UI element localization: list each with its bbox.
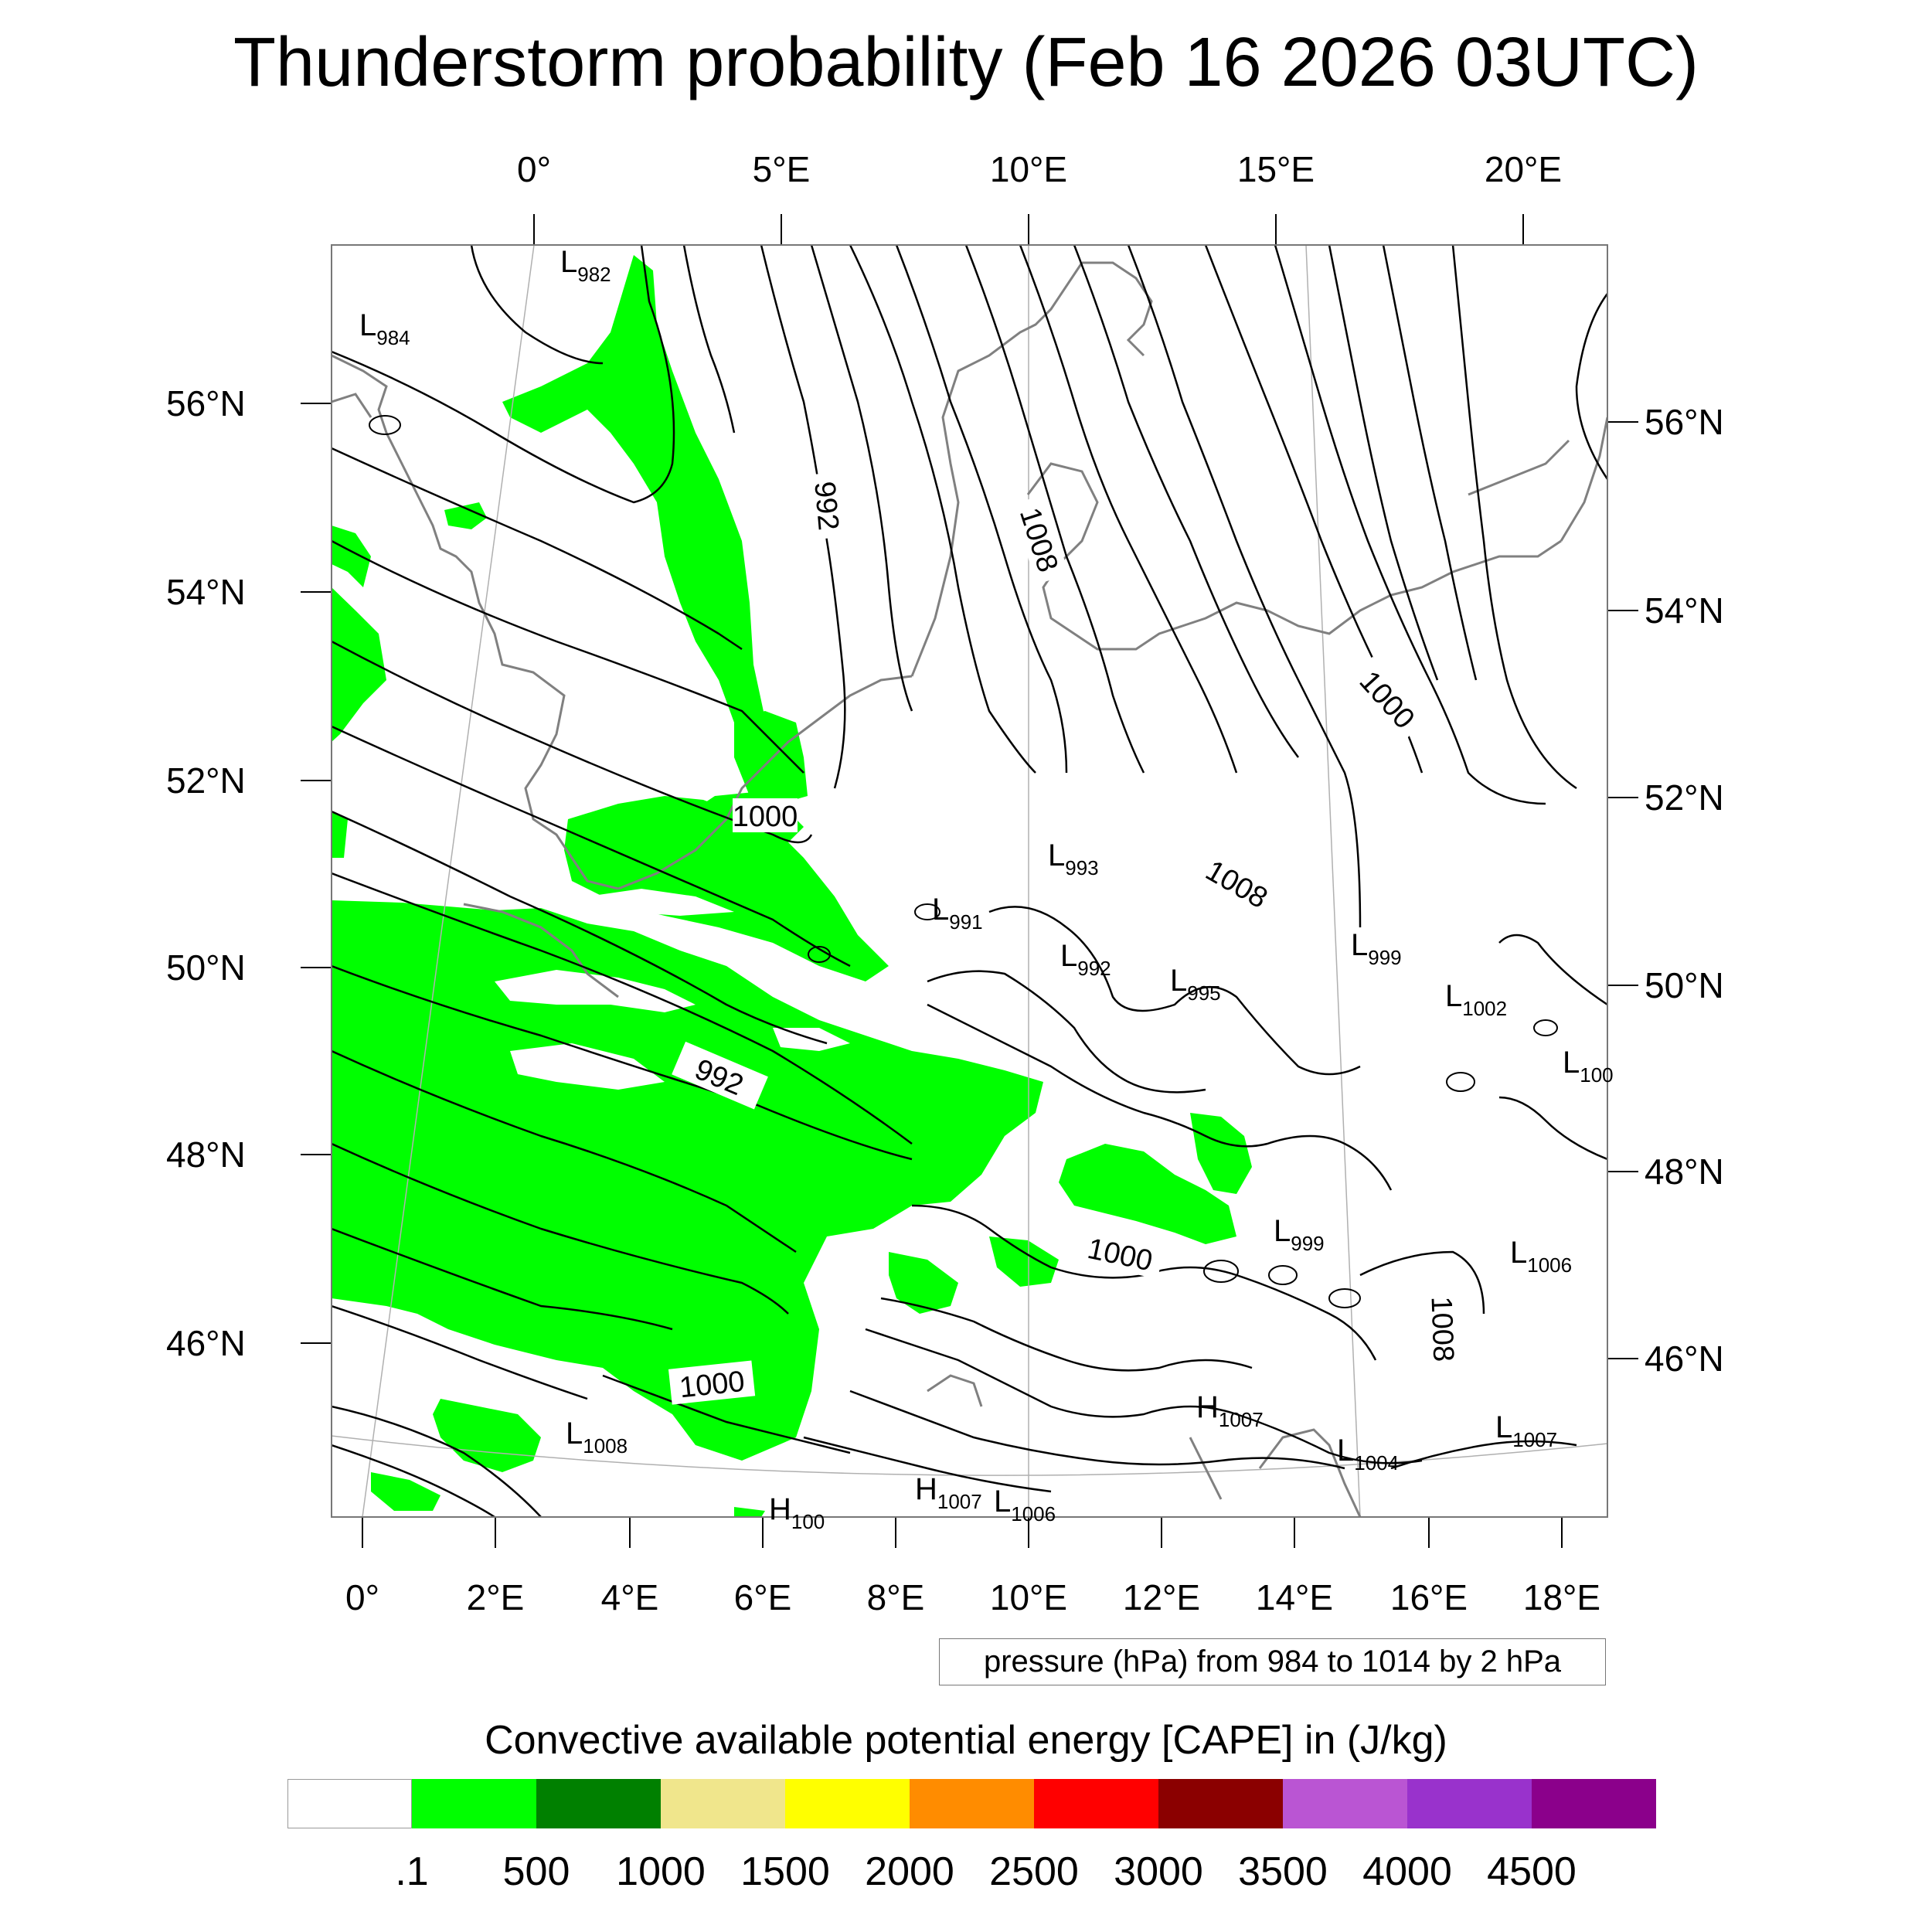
top-lon-tick: 0° bbox=[517, 149, 551, 189]
contour-info-box: pressure (hPa) from 984 to 1014 by 2 hPa bbox=[939, 1638, 1606, 1685]
left-lat-tick: 50°N bbox=[166, 947, 246, 988]
right-lat-tick: 50°N bbox=[1645, 965, 1724, 1005]
colorbar-label: 500 bbox=[502, 1849, 570, 1894]
colorbar-label: 4500 bbox=[1487, 1849, 1577, 1894]
bottom-lon-tick: 0° bbox=[345, 1577, 379, 1617]
colorbar-label: 1500 bbox=[740, 1849, 830, 1894]
colorbar-swatch bbox=[1158, 1779, 1283, 1828]
top-lon-tick: 15°E bbox=[1236, 149, 1315, 189]
pressure-center-label: L993 bbox=[1048, 838, 1099, 879]
right-lat-tick: 56°N bbox=[1645, 402, 1724, 442]
bottom-lon-tick: 12°E bbox=[1122, 1577, 1201, 1617]
colorbar-swatch bbox=[1283, 1779, 1407, 1828]
left-lat-tick: 52°N bbox=[166, 760, 246, 801]
colorbar-swatch bbox=[661, 1779, 785, 1828]
cape-gaps bbox=[495, 889, 850, 1090]
isobars bbox=[332, 245, 1607, 1517]
bottom-lon-tick: 2°E bbox=[466, 1577, 525, 1617]
isobar-label: 1000 bbox=[733, 801, 798, 833]
right-lat-tick: 46°N bbox=[1645, 1338, 1724, 1379]
plot-frame bbox=[331, 244, 1608, 1518]
pressure-center-label: L1002 bbox=[1445, 979, 1507, 1020]
right-lat-tick: 54°N bbox=[1645, 590, 1724, 631]
colorbar-label: 2500 bbox=[989, 1849, 1079, 1894]
bottom-lon-tick: 6°E bbox=[733, 1577, 792, 1617]
top-lon-tick: 10°E bbox=[989, 149, 1068, 189]
bottom-lon-tick: 10°E bbox=[989, 1577, 1068, 1617]
pressure-center-label: L1004 bbox=[1337, 1434, 1399, 1475]
pressure-center-label: L1006 bbox=[994, 1485, 1056, 1526]
pressure-center-label: H100 bbox=[769, 1492, 825, 1533]
colorbar-swatch bbox=[287, 1779, 412, 1828]
bottom-lon-tick: 18°E bbox=[1522, 1577, 1601, 1617]
pressure-center-label: L999 bbox=[1351, 928, 1402, 969]
pressure-center-label: L999 bbox=[1274, 1214, 1325, 1255]
pressure-center-label: L1006 bbox=[1510, 1236, 1572, 1277]
pressure-center-label: L100 bbox=[1563, 1046, 1614, 1087]
left-lat-tick: 48°N bbox=[166, 1134, 246, 1175]
pressure-center-label: L1008 bbox=[566, 1417, 628, 1458]
pressure-center-label: L1007 bbox=[1495, 1410, 1557, 1451]
colorbar-label: 2000 bbox=[865, 1849, 954, 1894]
colorbar-swatch bbox=[910, 1779, 1034, 1828]
bottom-lon-tick: 16°E bbox=[1389, 1577, 1468, 1617]
colorbar-swatch bbox=[536, 1779, 661, 1828]
colorbar-swatch bbox=[1532, 1779, 1656, 1828]
pressure-center-label: L991 bbox=[932, 893, 983, 934]
pressure-center-label: L995 bbox=[1170, 964, 1221, 1005]
pressure-center-label: H1007 bbox=[915, 1472, 982, 1513]
axis-tick-marks bbox=[301, 214, 1638, 1548]
colorbar-swatch bbox=[412, 1779, 536, 1828]
colorbar-label: 3000 bbox=[1114, 1849, 1203, 1894]
right-lat-tick: 48°N bbox=[1645, 1151, 1724, 1192]
pressure-center-label: L984 bbox=[359, 308, 410, 349]
bottom-lon-tick: 4°E bbox=[600, 1577, 659, 1617]
top-lon-tick: 5°E bbox=[752, 149, 811, 189]
bottom-lon-tick: 14°E bbox=[1255, 1577, 1334, 1617]
chart-title: Thunderstorm probability (Feb 16 2026 03… bbox=[233, 24, 1699, 101]
coastlines bbox=[332, 261, 1607, 1517]
isobar-label: 1000 bbox=[678, 1366, 746, 1405]
colorbar-label: 3500 bbox=[1238, 1849, 1328, 1894]
bottom-lon-tick: 8°E bbox=[866, 1577, 925, 1617]
colorbar-swatch bbox=[1407, 1779, 1532, 1828]
pressure-center-label: L982 bbox=[560, 245, 611, 286]
top-lon-tick: 20°E bbox=[1484, 149, 1563, 189]
isobar-label: 992 bbox=[808, 480, 844, 532]
isobar-label: 1000 bbox=[1085, 1233, 1155, 1278]
colorbar-title: Convective available potential energy [C… bbox=[485, 1718, 1447, 1763]
right-lat-tick: 52°N bbox=[1645, 777, 1724, 818]
pressure-centers: L982 L984 L993 L991 L992 L995 L999 L1002… bbox=[359, 245, 1614, 1533]
colorbar-swatch bbox=[1034, 1779, 1158, 1828]
pressure-center-label: H1007 bbox=[1196, 1390, 1264, 1431]
colorbar-label: 1000 bbox=[616, 1849, 706, 1894]
cape-fill-areas bbox=[332, 255, 1252, 1517]
left-lat-tick: 54°N bbox=[166, 572, 246, 612]
isobar-label: 1008 bbox=[1425, 1296, 1460, 1362]
colorbar-label: .1 bbox=[395, 1849, 429, 1894]
isobar-label-group: 992 1000 1008 992 1000 1008 1000 1000 bbox=[668, 471, 1462, 1405]
isobar-fragments bbox=[369, 415, 1558, 1308]
colorbar-label: 4000 bbox=[1362, 1849, 1452, 1894]
pressure-center-label: L992 bbox=[1060, 939, 1111, 980]
left-lat-tick: 56°N bbox=[166, 383, 246, 423]
colorbar-swatch bbox=[785, 1779, 910, 1828]
left-lat-tick: 46°N bbox=[166, 1323, 246, 1363]
